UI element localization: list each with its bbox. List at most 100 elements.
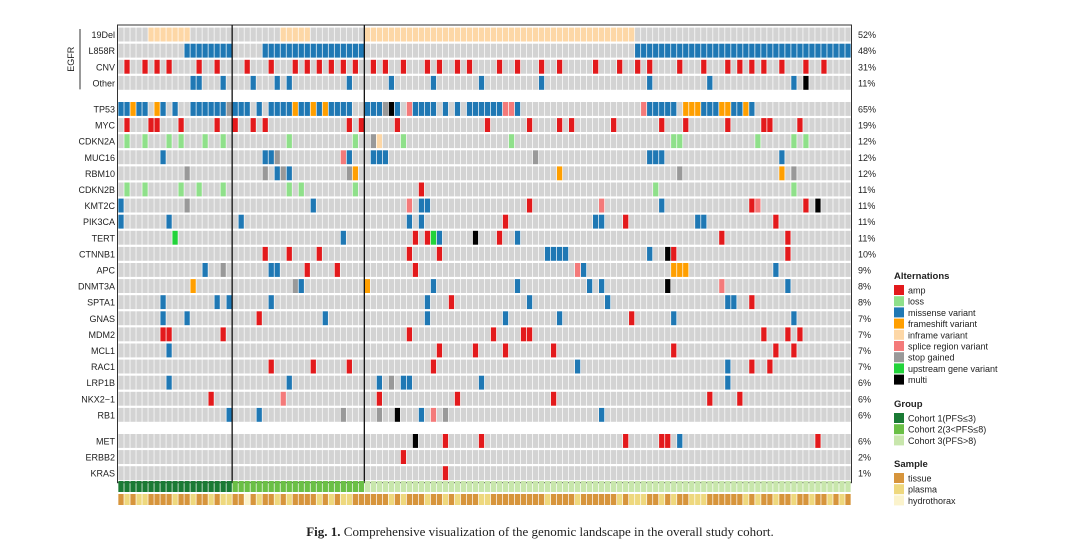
cell-amp [815, 434, 821, 448]
cell-empty [160, 166, 166, 181]
cell-empty [172, 450, 178, 464]
cell-empty [526, 59, 533, 74]
cell-empty [322, 198, 328, 213]
cell-empty [713, 407, 719, 422]
cell-empty [773, 327, 779, 342]
group-cell [160, 481, 166, 492]
percent-label: 65% [858, 104, 876, 114]
cell-empty [689, 450, 695, 464]
alternations-legend-label: splice region variant [908, 342, 989, 352]
cell-empty [641, 343, 647, 358]
cell-empty [268, 375, 274, 390]
percent-label: 11% [858, 201, 875, 211]
cell-empty [118, 343, 124, 358]
cell-empty [472, 450, 479, 464]
cell-empty [845, 263, 851, 277]
cell-empty [725, 343, 731, 358]
cell-empty [713, 150, 719, 165]
cell-missense-variant [791, 75, 797, 90]
cell-empty [701, 434, 707, 448]
cell-empty [370, 407, 376, 422]
cell-empty [358, 327, 364, 342]
cell-empty [202, 118, 208, 132]
cell-empty [262, 75, 268, 90]
cell-amp [424, 230, 431, 245]
cell-empty [586, 359, 593, 374]
cell-empty [496, 343, 503, 358]
cell-empty [683, 295, 689, 310]
cell-empty [382, 343, 389, 358]
cell-empty [388, 214, 395, 229]
cell-empty [340, 134, 346, 149]
cell-empty [160, 75, 166, 90]
cell-empty [328, 75, 334, 90]
cell-empty [514, 391, 521, 406]
sample-type-cell [484, 494, 491, 505]
cell-empty [118, 59, 124, 74]
cell-empty [671, 198, 677, 213]
sample-type-cell [160, 494, 166, 505]
cell-empty [599, 134, 605, 149]
cell-empty [340, 391, 346, 406]
sample-type-cell [190, 494, 196, 505]
cell-empty [244, 375, 250, 390]
cell-empty [130, 407, 136, 422]
cell-empty [298, 450, 304, 464]
cell-empty [785, 407, 791, 422]
cell-empty [550, 407, 557, 422]
cell-empty [214, 230, 220, 245]
cell-empty [484, 375, 491, 390]
cell-empty [580, 166, 587, 181]
cell-empty [821, 102, 827, 116]
cell-empty [226, 375, 232, 390]
cell-empty [520, 59, 527, 74]
cell-empty [220, 198, 226, 213]
cell-empty [689, 59, 695, 74]
cell-amp [292, 59, 298, 74]
cell-empty [466, 230, 473, 245]
cell-empty [244, 230, 250, 245]
cell-empty [334, 246, 340, 261]
cell-empty [202, 27, 208, 42]
alternations-legend-swatch [894, 374, 904, 385]
cell-empty [118, 359, 124, 374]
cell-missense-variant [562, 246, 569, 261]
cell-missense-variant [124, 102, 130, 116]
cell-empty [274, 295, 280, 310]
cell-empty [142, 75, 148, 90]
cell-empty [202, 311, 208, 326]
cell-empty [472, 263, 479, 277]
cell-empty [749, 466, 755, 481]
cell-empty [659, 182, 665, 197]
cell-empty [514, 466, 521, 481]
group-cell [352, 481, 358, 492]
cell-missense-variant [599, 214, 605, 229]
cell-empty [526, 43, 533, 58]
cell-empty [244, 359, 250, 374]
cell-loss [755, 134, 761, 149]
cell-empty [839, 375, 845, 390]
cell-empty [232, 182, 238, 197]
cell-empty [346, 466, 352, 481]
sample-type-cell [719, 494, 725, 505]
percent-label: 11% [858, 185, 875, 195]
cell-empty [707, 466, 713, 481]
cell-inframe-variant [184, 27, 190, 42]
cell-empty [611, 295, 617, 310]
cell-empty [568, 214, 575, 229]
cell-empty [274, 434, 280, 448]
cell-empty [118, 434, 124, 448]
cell-empty [731, 343, 737, 358]
cell-empty [424, 214, 431, 229]
cell-empty [196, 407, 202, 422]
cell-empty [568, 343, 575, 358]
sample-type-cell [370, 494, 376, 505]
sample-type-cell [418, 494, 425, 505]
cell-empty [725, 182, 731, 197]
cell-empty [190, 295, 196, 310]
cell-empty [478, 198, 485, 213]
cell-empty [340, 343, 346, 358]
cell-missense-variant [274, 43, 280, 58]
cell-empty [166, 434, 172, 448]
cell-empty [532, 343, 539, 358]
